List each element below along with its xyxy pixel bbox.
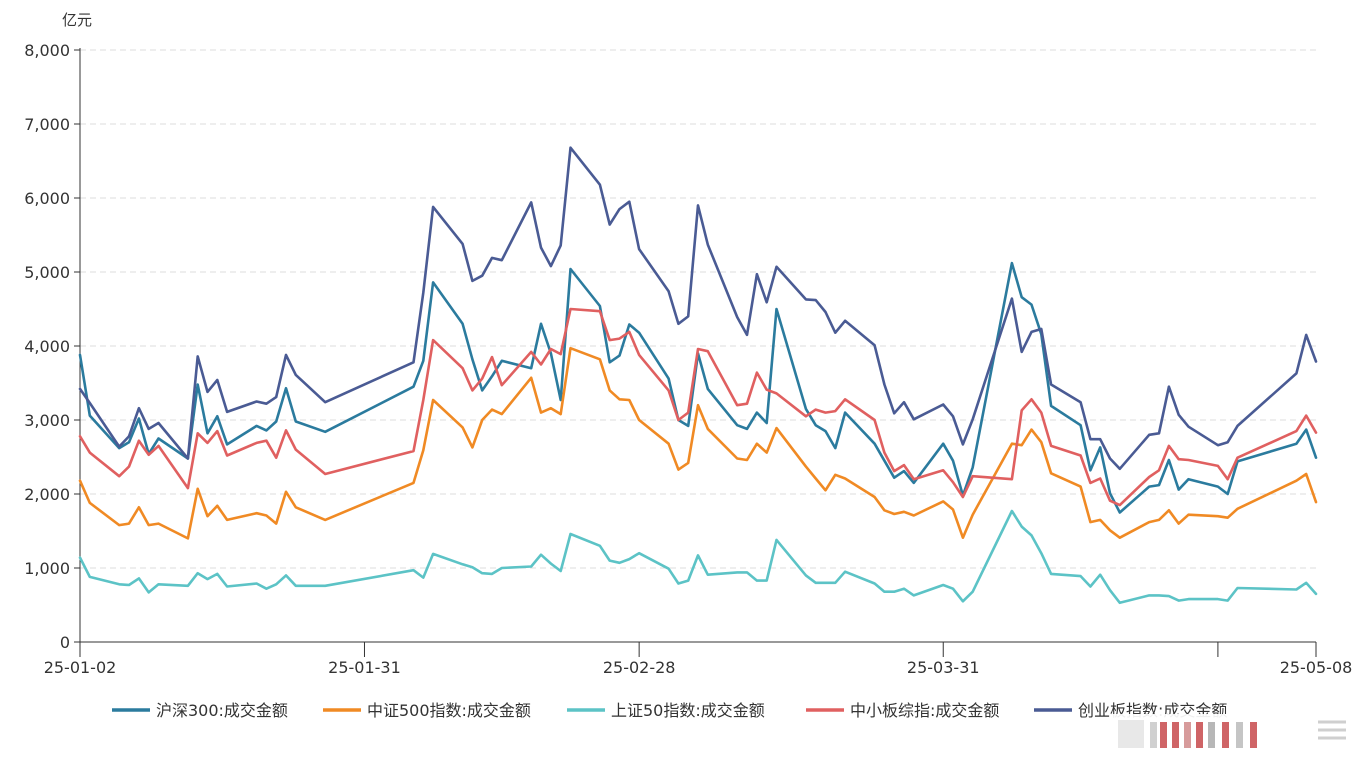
x-tick-label: 25-01-02 xyxy=(44,658,117,677)
watermark-mark xyxy=(1208,722,1215,748)
y-tick-label: 2,000 xyxy=(24,485,70,504)
legend: 沪深300:成交金额 中证500指数:成交金额 上证50指数:成交金额 中小板综指:成… xyxy=(112,701,1227,720)
watermark-mark xyxy=(1118,720,1144,748)
y-tick-label: 7,000 xyxy=(24,115,70,134)
watermark-mark xyxy=(1172,722,1179,748)
series-line-2 xyxy=(78,346,1318,540)
watermark-mark xyxy=(1250,722,1257,748)
watermark-mark xyxy=(1184,722,1191,748)
watermark-logo xyxy=(1112,714,1352,754)
y-tick-label: 4,000 xyxy=(24,337,70,356)
legend-label: 中小板综指:成交金额 xyxy=(850,701,999,720)
legend-label: 上证50指数:成交金额 xyxy=(611,701,765,720)
series-line-1 xyxy=(78,261,1318,514)
y-axis-unit-label: 亿元 xyxy=(62,11,92,29)
y-tick-label: 8,000 xyxy=(24,41,70,60)
y-tick-label: 1,000 xyxy=(24,559,70,578)
y-tick-label: 0 xyxy=(60,633,70,652)
series-line-3 xyxy=(78,509,1318,605)
y-axis: 0 1,000 2,000 3,000 4,000 5,000 6,000 7,000 8,00… xyxy=(24,41,81,652)
y-tick-label: 6,000 xyxy=(24,189,70,208)
x-tick-label: 25-02-28 xyxy=(603,658,676,677)
series-line-5 xyxy=(78,146,1318,471)
grid-lines xyxy=(80,49,1316,569)
watermark-mark xyxy=(1222,722,1229,748)
x-tick-label: 25-01-31 xyxy=(328,658,401,677)
x-axis: 25-01-02 25-01-31 25-02-28 25-03-31 25-05-08 xyxy=(44,641,1353,677)
x-tick-label: 25-05-08 xyxy=(1280,658,1353,677)
x-tick-label: 25-03-31 xyxy=(907,658,980,677)
watermark-mark xyxy=(1160,722,1167,748)
watermark-background xyxy=(1112,714,1352,754)
legend-label: 沪深300:成交金额 xyxy=(156,701,288,720)
watermark-mark xyxy=(1150,722,1157,748)
series-line-4 xyxy=(78,307,1318,507)
legend-label: 中证500指数:成交金额 xyxy=(367,701,531,720)
y-tick-label: 3,000 xyxy=(24,411,70,430)
y-tick-label: 5,000 xyxy=(24,263,70,282)
watermark-mark xyxy=(1236,722,1243,748)
series-lines xyxy=(78,146,1318,605)
watermark-mark xyxy=(1196,722,1203,748)
